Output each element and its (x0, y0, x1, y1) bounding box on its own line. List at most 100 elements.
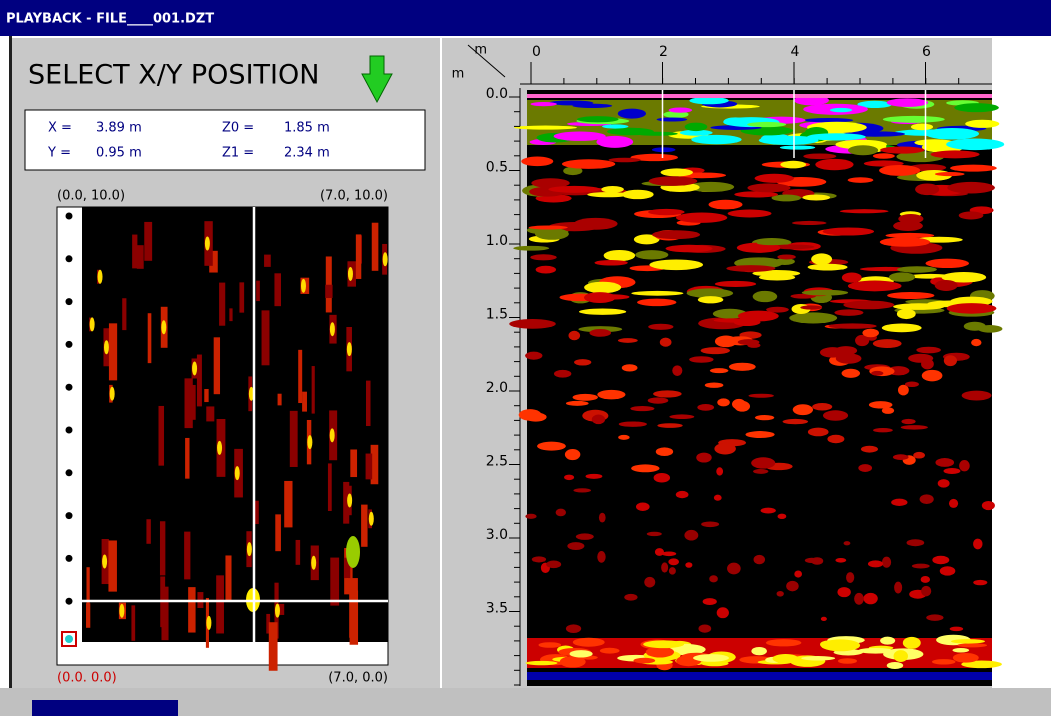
plan-blob (275, 603, 285, 615)
radar-blob (648, 208, 685, 216)
plan-blob (204, 236, 210, 251)
down-arrow-icon[interactable] (361, 55, 393, 104)
plan-blob (184, 531, 191, 580)
radar-blob (961, 660, 1002, 669)
plan-blob (370, 444, 379, 485)
radar-blob (709, 575, 718, 583)
radar-blob (930, 150, 980, 159)
radar-blob (617, 108, 646, 119)
plan-blob (295, 539, 301, 565)
y-tick-label: 0.0 (486, 86, 508, 102)
left-border (9, 36, 12, 688)
radar-blob (649, 259, 704, 271)
radar-blob (958, 211, 984, 220)
radar-blob (676, 212, 728, 223)
radar-blob (777, 254, 796, 260)
radar-blob (575, 533, 594, 540)
radar-blob (737, 339, 760, 346)
radar-blob (941, 271, 987, 283)
radar-blob (564, 449, 581, 461)
radar-blob (714, 335, 738, 348)
radar-blob (528, 225, 568, 230)
readout-box (24, 109, 426, 171)
radar-blob (776, 590, 784, 597)
plan-blob (300, 278, 306, 293)
radar-blob (760, 507, 776, 514)
plan-blob (108, 323, 118, 381)
progress-bar (32, 700, 178, 716)
plan-blob (189, 384, 196, 420)
radar-blob (585, 473, 603, 479)
radar-blob (961, 390, 992, 401)
radar-blob (509, 319, 556, 329)
radar-blob (971, 338, 982, 347)
radar-blob (834, 346, 858, 356)
radar-blob (751, 646, 767, 656)
plan-blob (103, 340, 109, 355)
plan-blob (256, 280, 260, 302)
plan-blob (307, 435, 313, 450)
scan-dot (65, 597, 73, 605)
scan-dot (65, 383, 73, 391)
plan-blob (254, 500, 259, 525)
radar-blob (843, 541, 851, 546)
radar-blob (801, 289, 849, 296)
radar-blob (946, 138, 1005, 151)
radar-blob (846, 572, 855, 583)
radar-blob (908, 353, 934, 363)
plan-blob (188, 587, 196, 633)
y-tick-label: 1.0 (486, 233, 508, 249)
radar-blob (709, 368, 729, 374)
radar-blob (630, 153, 678, 162)
radar-blob (954, 103, 999, 113)
radar-blob (572, 637, 605, 647)
plan-view-image[interactable] (82, 207, 388, 642)
scan-dot (65, 212, 73, 220)
radar-blob (981, 500, 995, 511)
radar-blob (920, 576, 931, 583)
radar-blob (943, 467, 961, 474)
radar-blob (665, 244, 713, 253)
plan-blob (327, 463, 332, 511)
radar-blob (751, 457, 776, 469)
radar-blob (913, 451, 925, 459)
corner-label: (0.0, 10.0) (57, 189, 125, 204)
radar-blob (563, 166, 583, 176)
plan-blob (144, 221, 153, 261)
radar-layer (527, 94, 992, 98)
readout-value: 2.34 m (284, 146, 330, 161)
plan-blob (325, 284, 333, 299)
radar-blob (716, 607, 729, 619)
radar-blob (829, 107, 853, 113)
radar-blob (885, 232, 935, 239)
radar-blob (896, 308, 916, 320)
radar-blob (843, 300, 895, 310)
radar-blob (646, 531, 662, 537)
radar-blob (904, 381, 919, 388)
plan-blob (132, 234, 138, 269)
radar-blob (573, 217, 618, 230)
plan-blob (219, 282, 226, 326)
radar-blob (573, 488, 592, 493)
plan-blob (147, 313, 152, 364)
radar-blob (559, 656, 586, 668)
radar-blob (685, 562, 693, 568)
radar-blob (697, 404, 715, 411)
radar-blob (949, 626, 964, 632)
radar-blob (633, 657, 656, 664)
radar-blob (576, 116, 619, 123)
plan-blob (355, 234, 362, 279)
radar-blob (754, 414, 775, 421)
radar-blob (901, 418, 916, 425)
radar-blob (789, 312, 838, 324)
radar-blob (601, 185, 624, 193)
plan-blob (97, 269, 103, 284)
radar-blob (880, 636, 896, 645)
readout-value: 0.95 m (96, 146, 142, 161)
radar-blob (572, 393, 598, 401)
plan-blob (159, 521, 166, 576)
axis-unit: m (452, 67, 465, 82)
radar-blob (521, 156, 554, 167)
readout-label: Y = (47, 146, 71, 161)
radar-blob (947, 181, 995, 194)
